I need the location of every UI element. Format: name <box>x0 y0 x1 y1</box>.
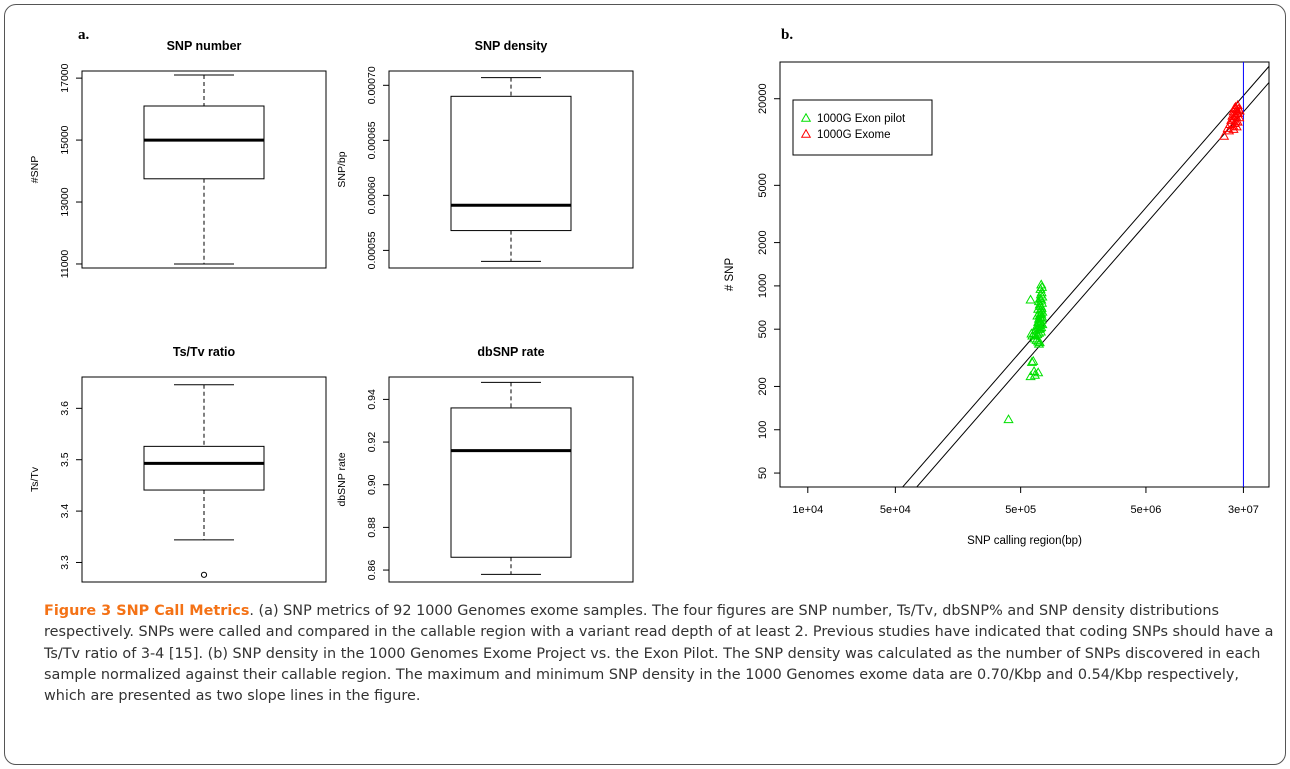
caption-text: . (a) SNP metrics of 92 1000 Genomes exo… <box>44 603 1274 705</box>
legend-marker <box>800 112 812 122</box>
y-tick-label: 15000 <box>59 125 71 154</box>
y-tick-label: 17000 <box>59 63 71 92</box>
y-tick-label: 2000 <box>757 230 769 254</box>
data-point <box>1029 369 1041 379</box>
x-tick-label: 1e+04 <box>792 504 823 516</box>
boxplot-2: Ts/Tv ratio Ts/Tv 3.3 3.4 3.5 3.6 <box>29 345 327 583</box>
x-axis-label: SNP calling region(bp) <box>967 535 1082 547</box>
boxplot-0: SNP number #SNP 11000 13000 15000 17000 <box>29 39 327 279</box>
boxplot-1: SNP density SNP/bp 0.00055 0.00060 0.00065 0.… <box>336 39 634 269</box>
y-tick-label: 13000 <box>59 187 71 216</box>
data-point <box>1029 333 1041 343</box>
y-axis-label: dbSNP rate <box>336 452 348 506</box>
outlier-point <box>200 571 208 578</box>
series-1 <box>1218 99 1245 140</box>
data-point <box>1035 326 1047 336</box>
y-tick-label: 0.00070 <box>366 66 378 104</box>
y-tick-label: 20000 <box>757 83 769 114</box>
y-tick-label: 0.00060 <box>366 176 378 214</box>
data-point <box>1223 125 1235 135</box>
y-tick-label: 3.4 <box>59 504 71 519</box>
y-tick-label: 3.5 <box>59 452 71 467</box>
figure-frame <box>4 4 1286 765</box>
y-axis-label: SNP/bp <box>336 151 348 187</box>
density-slope-line <box>916 81 1269 487</box>
y-tick-label: 0.00055 <box>366 231 378 269</box>
y-tick-label: 0.92 <box>366 432 378 453</box>
x-tick-label: 3e+07 <box>1228 504 1259 516</box>
data-point <box>1033 338 1045 348</box>
x-tick-label: 5e+06 <box>1130 504 1161 516</box>
boxplot-3: dbSNP rate dbSNP rate 0.86 0.88 0.90 0.92 0.94 <box>336 345 634 583</box>
data-point <box>1034 323 1046 333</box>
plot-title: SNP number <box>167 39 242 53</box>
plot-title: SNP density <box>475 39 548 53</box>
data-point <box>1218 130 1230 140</box>
data-point <box>1035 283 1046 293</box>
iqr-box <box>143 105 265 180</box>
y-tick-label: 50 <box>757 467 769 479</box>
panel-a-label: a. <box>78 27 90 43</box>
y-tick-label: 3.3 <box>59 555 71 570</box>
plot-area <box>901 62 1269 487</box>
y-tick-label: 1000 <box>757 274 769 298</box>
y-tick-label: 0.00065 <box>366 121 378 159</box>
box-plots-group: SNP number #SNP 11000 13000 15000 17000 SNP de… <box>29 39 634 583</box>
panel-b-label: b. <box>781 27 793 43</box>
y-tick-label: 5000 <box>757 173 769 197</box>
iqr-box <box>143 445 265 491</box>
y-tick-label: 0.94 <box>366 389 378 410</box>
legend: 1000G Exon pilot 1000G Exome <box>792 99 933 156</box>
data-point <box>1025 294 1036 304</box>
legend-marker <box>800 128 812 138</box>
legend-label: 1000G Exome <box>817 129 891 141</box>
y-tick-label: 0.88 <box>366 517 378 538</box>
iqr-box <box>450 95 572 232</box>
y-tick-label: 3.6 <box>59 401 71 416</box>
plot-title: dbSNP rate <box>477 345 544 359</box>
y-tick-label: 500 <box>757 320 769 338</box>
data-point <box>1228 123 1239 133</box>
legend-box <box>792 99 933 156</box>
data-point <box>1028 355 1039 365</box>
iqr-box <box>450 407 572 558</box>
data-point <box>1026 328 1037 338</box>
y-axis-label: Ts/Tv <box>29 466 41 492</box>
x-tick-label: 5e+04 <box>880 504 911 516</box>
y-tick-label: 11000 <box>59 250 71 279</box>
figure-svg: a. b. SNP number #SNP 11000 13000 15000 17000… <box>29 27 1270 583</box>
plot-title: Ts/Tv ratio <box>173 345 236 359</box>
y-tick-label: 0.90 <box>366 474 378 495</box>
data-point <box>1033 367 1044 377</box>
legend-label: 1000G Exon pilot <box>817 113 906 125</box>
data-point <box>1026 356 1038 366</box>
data-point <box>1036 297 1048 307</box>
scatter-plot-group: 1e+04 5e+04 5e+05 5e+06 3e+07 50 100 200 500 1000… <box>724 61 1270 547</box>
figure-caption: Figure 3 SNP Call Metrics. (a) SNP metri… <box>44 601 1276 707</box>
y-tick-label: 100 <box>757 421 769 439</box>
data-point <box>1025 371 1036 381</box>
data-point <box>1003 414 1014 424</box>
caption-title: Figure 3 SNP Call Metrics <box>44 603 250 619</box>
y-axis-label: #SNP <box>29 156 41 183</box>
y-tick-label: 200 <box>757 377 769 395</box>
series-0 <box>1003 279 1048 424</box>
y-tick-label: 0.86 <box>366 560 378 581</box>
y-axis-label: # SNP <box>724 258 736 292</box>
density-slope-line <box>901 65 1269 487</box>
x-tick-label: 5e+05 <box>1005 504 1036 516</box>
